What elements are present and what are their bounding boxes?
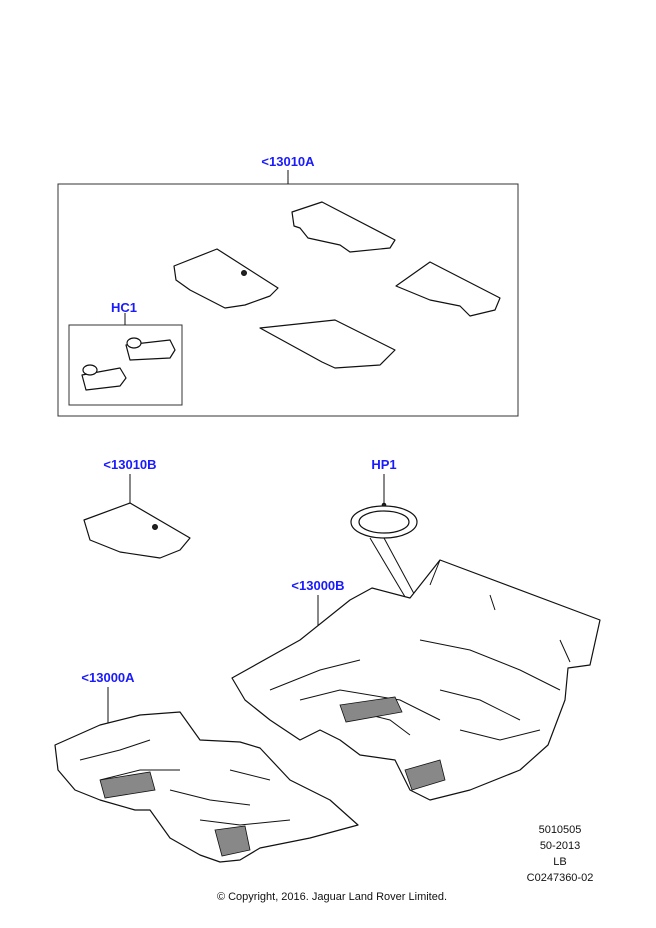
floor-mat-front-right	[291, 201, 396, 253]
hc1-frame	[68, 324, 183, 406]
plug-HP1[interactable]: HP1	[350, 457, 427, 623]
luggage-mat	[83, 502, 191, 559]
luggage-mat-13010B[interactable]: <13010B	[83, 457, 191, 559]
floor-mat-rear	[259, 319, 396, 369]
callout-HC1[interactable]: HC1	[111, 300, 137, 315]
carpet-rear-13000B[interactable]: <13000B	[231, 559, 601, 801]
callout-13010A[interactable]: <13010A	[261, 154, 315, 169]
rear-carpet	[231, 559, 601, 801]
callout-13000B[interactable]: <13000B	[291, 578, 344, 593]
ref-line-2: 50-2013	[540, 840, 580, 852]
copyright: © Copyright, 2016. Jaguar Land Rover Lim…	[217, 891, 447, 903]
callout-13010B[interactable]: <13010B	[103, 457, 156, 472]
callout-13000A[interactable]: <13000A	[81, 670, 135, 685]
mat-set-13010A[interactable]: <13010A HC1	[57, 154, 519, 417]
floor-mat-rear-right	[395, 261, 501, 317]
ref-line-1: 5010505	[539, 824, 582, 836]
floor-mat-front-left	[173, 248, 279, 309]
ref-line-4: C0247360-02	[527, 872, 594, 884]
reference-block: 5010505 50-2013 LB C0247360-02	[527, 824, 594, 884]
callout-HP1[interactable]: HP1	[371, 457, 396, 472]
front-carpet	[54, 711, 359, 863]
ref-line-3: LB	[553, 856, 566, 868]
carpet-front-13000A[interactable]: <13000A	[54, 670, 359, 863]
heel-clips-HC1[interactable]: HC1	[68, 300, 183, 406]
